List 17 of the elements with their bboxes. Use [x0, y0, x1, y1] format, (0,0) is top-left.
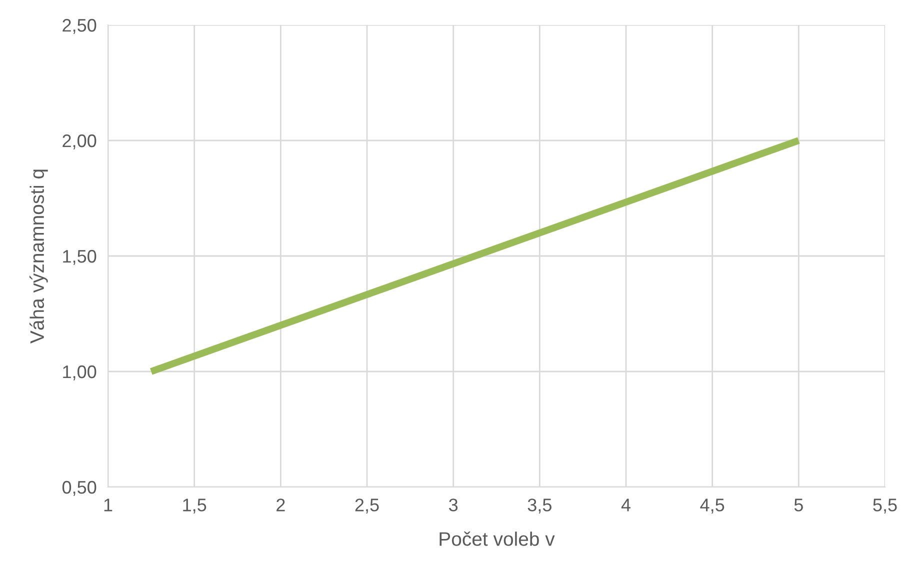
x-tick-label: 1,5	[183, 498, 206, 514]
y-tick-label: 2,50	[62, 18, 96, 34]
y-tick-label: 1,00	[63, 365, 96, 380]
x-tick-label: 3	[449, 498, 458, 512]
x-axis-title: Počet voleb v	[440, 532, 555, 546]
y-axis-title: Váha významnosti q	[30, 170, 48, 344]
x-tick-label: 4	[621, 498, 630, 512]
x-tick-label: 1	[104, 498, 112, 512]
x-tick-label: 5	[794, 498, 803, 512]
x-tick-label: 2	[276, 498, 285, 512]
y-tick-label: 1,50	[63, 250, 96, 265]
x-tick-label: 4,5	[700, 498, 724, 514]
x-tick-label: 5,5	[873, 498, 897, 514]
x-tick-label: 2,5	[355, 498, 379, 514]
y-tick-label: 2,00	[62, 134, 96, 150]
x-tick-label: 3,5	[528, 498, 552, 514]
y-tick-label: 0,50	[62, 480, 96, 496]
